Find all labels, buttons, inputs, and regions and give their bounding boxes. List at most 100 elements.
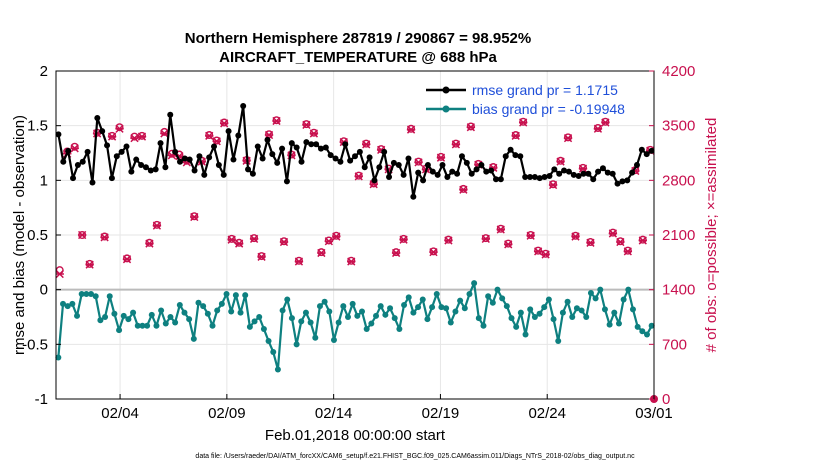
obs-assimilated-marker [332,232,341,241]
rmse-point [366,154,373,161]
rmse-point [468,170,475,177]
bias-point [522,331,529,338]
obs-assimilated-marker [466,123,476,132]
obs-assimilated-marker [556,157,565,166]
obs-assimilated-marker [406,125,416,134]
rmse-point [429,168,436,175]
y2-tick-label: 0 [662,391,670,408]
y-tick-label: 0.5 [27,227,48,244]
rmse-point [638,146,645,153]
rmse-point [70,175,77,182]
bias-point [148,311,155,318]
rmse-point [74,162,81,169]
obs-possible-marker [608,228,617,237]
obs-assimilated-marker [451,140,461,149]
obs-possible-marker [616,237,625,246]
bias-point [97,317,104,324]
obs-possible-marker [481,234,490,243]
bias-point [237,309,244,316]
bias-point [480,322,487,329]
obs-assimilated-marker [436,153,446,162]
y2-tick-label: 1400 [662,282,695,299]
bias-point [326,308,333,315]
rmse-point [609,170,616,177]
bias-point [256,314,263,320]
bias-point [88,291,95,298]
obs-assimilated-marker [518,118,528,127]
obs-possible-marker [511,131,520,140]
bias-point [541,304,548,311]
obs-assimilated-marker [85,260,94,269]
obs-possible-marker [414,157,423,166]
bias-point [531,314,538,320]
y-axis-label: rmse and bias (model - observation) [11,115,28,355]
obs-assimilated-marker [324,237,334,246]
bias-point [363,326,370,333]
rmse-point [386,174,393,181]
bias-point [513,323,520,330]
obs-assimilated-marker [638,236,647,245]
legend-rmse-marker [442,86,450,94]
rmse-point [633,162,640,169]
x-tick-label: 02/14 [315,405,353,422]
bias-point [405,294,412,301]
obs-assimilated-marker [578,164,588,173]
obs-possible-marker [250,234,259,243]
bias-point [606,321,613,328]
bias-point [583,314,590,320]
bias-point [158,307,165,314]
rmse-point [347,157,354,164]
x-axis-label: Feb.01,2018 00:00:00 start [265,427,446,444]
obs-assimilated-marker [414,158,423,167]
obs-possible-marker [302,120,311,129]
legend-bias-label: bias grand pr = -0.19948 [472,101,625,117]
bias-point [260,326,267,333]
bias-point [601,306,608,313]
obs-assimilated-marker [160,129,169,138]
rmse-point [556,170,563,177]
bias-point [387,305,394,312]
bias-point [246,323,253,330]
rmse-point [308,141,315,148]
obs-possible-marker [332,231,341,240]
bias-point [597,286,604,293]
obs-possible-marker [205,131,214,140]
series-lines [55,102,655,373]
rmse-point [259,155,266,162]
rmse-point [400,171,407,178]
bias-point [592,295,599,302]
bias-point [321,298,328,305]
rmse-point [133,156,140,163]
obs-assimilated-marker [593,124,603,133]
bias-point [620,296,627,303]
rmse-point [522,174,529,181]
obs-possible-marker [100,232,109,241]
bias-point [466,291,473,298]
rmse-point [89,179,96,186]
bias-point [499,295,506,302]
bias-point [373,312,380,319]
rmse-point [624,177,631,184]
rmse-point [317,145,324,152]
rmse-point [541,174,548,181]
rmse-point [274,159,281,166]
rmse-point [269,151,276,158]
obs-assimilated-marker [571,232,580,241]
obs-possible-marker [429,247,438,256]
rmse-point [415,169,422,176]
rmse-point [424,162,431,169]
obs-possible-marker [85,259,94,268]
bias-point [634,323,641,330]
bias-point [298,318,305,325]
right-axis-ticks: 0 700 1400 2100 2800 3500 4200 [649,63,695,408]
obs-assimilated-marker [608,229,618,238]
bias-point [396,326,403,333]
bias-point [270,348,277,355]
rmse-point [254,143,261,150]
rmse-point [473,166,480,173]
rmse-point [580,170,587,177]
obs-possible-marker [519,117,528,126]
rmse-point [55,131,62,138]
obs-assimilated-marker [496,225,505,234]
